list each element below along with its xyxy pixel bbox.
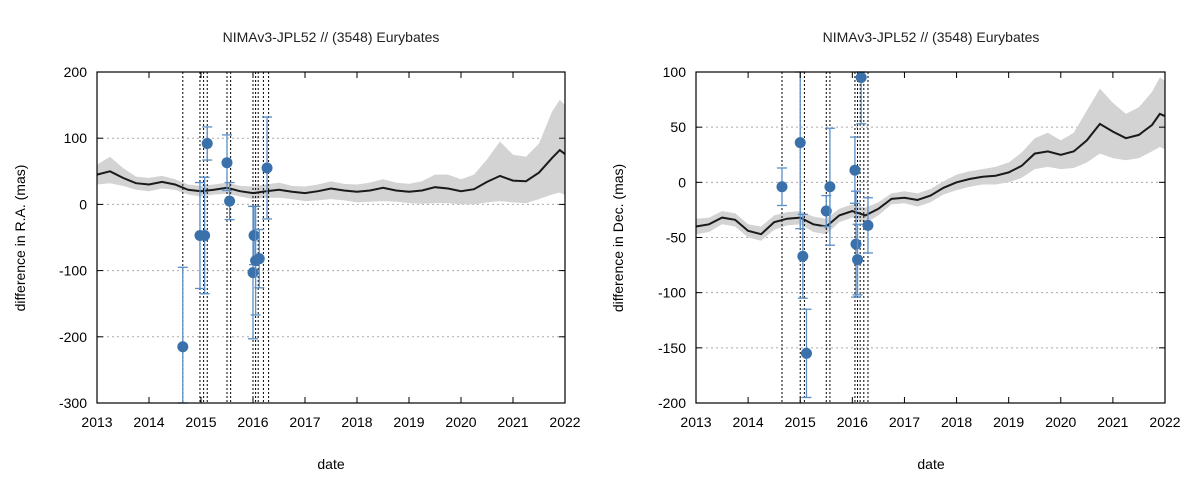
data-point (199, 230, 211, 242)
data-point (224, 195, 236, 207)
data-point (800, 347, 812, 359)
y-tick-label: -150 (658, 340, 686, 356)
data-point (820, 205, 832, 217)
y-tick-label: 50 (670, 119, 686, 135)
y-tick-label: 0 (79, 196, 87, 212)
x-tick-label: 2022 (549, 414, 580, 430)
panel-dec-observations (776, 71, 874, 399)
panel-ra-title: NIMAv3-JPL52 // (3548) Eurybates (223, 29, 440, 45)
panel-dec-grid (696, 126, 1165, 349)
y-tick-label: 200 (64, 64, 88, 80)
data-point (776, 181, 788, 193)
y-tick-label: 100 (663, 64, 687, 80)
panel-ra-grid (97, 137, 565, 338)
x-tick-label: 2020 (445, 414, 476, 430)
data-point (862, 219, 874, 231)
x-tick-label: 2014 (133, 414, 164, 430)
data-point (177, 341, 189, 353)
data-point (248, 230, 260, 242)
data-point (852, 254, 864, 266)
panel-ra-model-curve (96, 148, 566, 195)
data-point (850, 238, 862, 250)
x-tick-label: 2015 (785, 414, 816, 430)
data-point (824, 181, 836, 193)
x-tick-label: 2018 (941, 414, 972, 430)
x-tick-label: 2013 (81, 414, 112, 430)
x-tick-label: 2022 (1149, 414, 1180, 430)
x-tick-label: 2020 (1045, 414, 1076, 430)
x-tick-label: 2016 (237, 414, 268, 430)
panel-dec-title: NIMAv3-JPL52 // (3548) Eurybates (823, 29, 1040, 45)
y-tick-label: -200 (59, 329, 87, 345)
x-tick-label: 2019 (993, 414, 1024, 430)
data-point (221, 157, 233, 169)
x-tick-label: 2018 (341, 414, 372, 430)
data-point (794, 137, 806, 149)
panel-dec: NIMAv3-JPL52 // (3548) Eurybates date di… (610, 29, 1181, 472)
panel-ra-xlabel: date (317, 456, 344, 472)
x-tick-label: 2013 (680, 414, 711, 430)
panel-dec-x-ticks: 2013 2014 2015 2016 2017 2018 2019 2020 2021 2022 (680, 72, 1181, 430)
y-tick-label: -100 (658, 285, 686, 301)
panel-dec-ylabel: difference in Dec. (mas) (610, 164, 626, 312)
y-tick-label: -100 (59, 263, 87, 279)
uncertainty-band (97, 99, 565, 205)
x-tick-label: 2019 (393, 414, 424, 430)
panel-ra: NIMAv3-JPL52 // (3548) Eurybates date di… (12, 29, 581, 472)
x-tick-label: 2021 (1097, 414, 1128, 430)
data-point (797, 250, 809, 262)
panel-ra-observations (177, 116, 273, 404)
data-point (201, 137, 213, 149)
panel-ra-axes (96, 71, 566, 404)
data-point (253, 253, 265, 265)
panel-dec-xlabel: date (917, 456, 944, 472)
x-tick-label: 2021 (497, 414, 528, 430)
panel-ra-x-ticks: 2013 2014 2015 2016 2017 2018 2019 2020 2021 2022 (81, 72, 581, 430)
data-point (849, 164, 861, 176)
model-line (695, 112, 1166, 236)
y-tick-label: 0 (678, 174, 686, 190)
data-point (261, 162, 273, 174)
x-tick-label: 2017 (889, 414, 920, 430)
panel-dec-observation-lines (781, 72, 869, 403)
x-tick-label: 2015 (185, 414, 216, 430)
x-tick-label: 2016 (837, 414, 868, 430)
model-line (96, 148, 566, 195)
x-tick-label: 2014 (733, 414, 764, 430)
panel-dec-model-curve (695, 112, 1166, 236)
panel-dec-y-ticks: 100 50 0 -50 -100 -150 -200 (658, 64, 1165, 411)
panel-ra-y-ticks: 200 100 0 -100 -200 -300 (59, 64, 565, 411)
x-tick-label: 2017 (289, 414, 320, 430)
data-point (855, 72, 867, 84)
panel-ra-ylabel: difference in R.A. (mas) (12, 165, 28, 312)
panel-dec-uncertainty-band (696, 77, 1165, 241)
plot-frame (96, 71, 566, 404)
y-tick-label: -50 (666, 230, 686, 246)
y-tick-label: -200 (658, 395, 686, 411)
y-tick-label: 100 (64, 130, 88, 146)
uncertainty-band (696, 77, 1165, 241)
data-point (247, 267, 259, 279)
y-tick-label: -300 (59, 395, 87, 411)
panel-ra-uncertainty-band (97, 99, 565, 205)
